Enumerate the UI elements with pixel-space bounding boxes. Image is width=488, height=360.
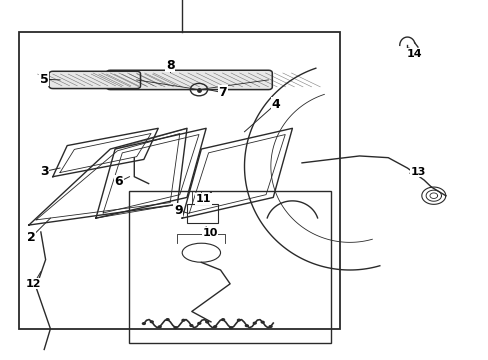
Circle shape <box>268 325 272 328</box>
Circle shape <box>213 325 217 328</box>
Text: 11: 11 <box>196 194 211 204</box>
Circle shape <box>181 319 185 322</box>
Text: 14: 14 <box>406 49 422 59</box>
Bar <box>186 204 218 223</box>
Bar <box>129 190 330 343</box>
Text: 5: 5 <box>40 73 48 86</box>
Circle shape <box>260 321 264 324</box>
Text: 9: 9 <box>174 204 183 217</box>
Circle shape <box>157 325 162 328</box>
Circle shape <box>244 324 248 327</box>
FancyBboxPatch shape <box>106 70 272 90</box>
Circle shape <box>189 324 193 327</box>
Text: 13: 13 <box>409 167 425 176</box>
Text: 2: 2 <box>27 231 36 244</box>
Circle shape <box>197 322 201 325</box>
Text: 8: 8 <box>165 59 174 72</box>
Circle shape <box>204 320 209 324</box>
Circle shape <box>228 326 233 329</box>
Text: 6: 6 <box>114 175 123 188</box>
Text: 7: 7 <box>218 86 227 99</box>
Text: 10: 10 <box>202 228 217 238</box>
Circle shape <box>221 318 225 321</box>
Text: 1: 1 <box>178 0 186 4</box>
Circle shape <box>142 322 146 325</box>
Circle shape <box>149 320 154 323</box>
Circle shape <box>165 318 169 321</box>
Text: 4: 4 <box>271 98 280 111</box>
Circle shape <box>252 321 256 325</box>
Text: 12: 12 <box>26 279 41 289</box>
Circle shape <box>236 319 241 322</box>
Text: 3: 3 <box>40 165 48 178</box>
Bar <box>19 32 340 329</box>
FancyBboxPatch shape <box>49 71 140 89</box>
Circle shape <box>173 326 177 329</box>
